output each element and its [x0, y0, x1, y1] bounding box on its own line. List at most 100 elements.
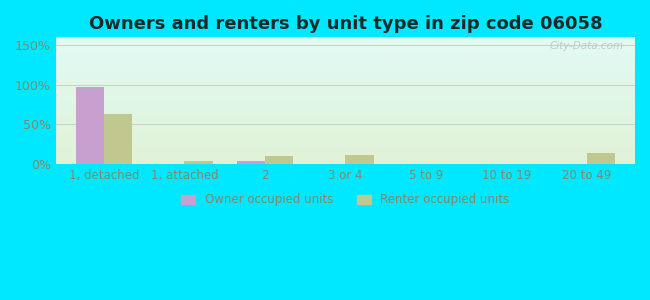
Bar: [56, 43, 635, 44]
Bar: [587, 153, 615, 164]
Bar: [56, 144, 635, 145]
Bar: [56, 85, 635, 86]
Bar: [56, 62, 635, 63]
Bar: [56, 93, 635, 94]
Bar: [56, 162, 635, 163]
Bar: [56, 90, 635, 91]
Bar: [56, 79, 635, 80]
Bar: [56, 134, 635, 135]
Bar: [56, 108, 635, 109]
Bar: [56, 135, 635, 136]
Bar: [56, 53, 635, 54]
Bar: [56, 84, 635, 85]
Bar: [56, 76, 635, 77]
Bar: [56, 49, 635, 50]
Bar: [56, 37, 635, 38]
Bar: [237, 161, 265, 164]
Bar: [56, 94, 635, 95]
Bar: [56, 92, 635, 93]
Bar: [56, 112, 635, 113]
Bar: [56, 96, 635, 97]
Bar: [56, 148, 635, 149]
Bar: [56, 113, 635, 114]
Bar: [56, 51, 635, 52]
Bar: [56, 111, 635, 112]
Bar: [56, 41, 635, 42]
Bar: [56, 77, 635, 78]
Bar: [56, 70, 635, 71]
Bar: [56, 40, 635, 41]
Bar: [56, 74, 635, 75]
Bar: [56, 64, 635, 65]
Bar: [56, 59, 635, 60]
Bar: [56, 147, 635, 148]
Bar: [56, 46, 635, 47]
Bar: [56, 75, 635, 76]
Bar: [56, 39, 635, 40]
Bar: [56, 45, 635, 46]
Bar: [56, 95, 635, 96]
Bar: [56, 86, 635, 87]
Bar: [56, 71, 635, 72]
Bar: [56, 150, 635, 151]
Bar: [56, 129, 635, 130]
Bar: [56, 117, 635, 118]
Bar: [56, 52, 635, 53]
Legend: Owner occupied units, Renter occupied units: Owner occupied units, Renter occupied un…: [177, 189, 514, 211]
Bar: [56, 126, 635, 127]
Bar: [56, 44, 635, 45]
Bar: [56, 142, 635, 143]
Bar: [56, 72, 635, 73]
Bar: [56, 50, 635, 51]
Bar: [56, 68, 635, 69]
Bar: [56, 56, 635, 57]
Bar: [56, 78, 635, 79]
Bar: [56, 65, 635, 66]
Bar: [56, 82, 635, 83]
Bar: [56, 149, 635, 150]
Bar: [56, 128, 635, 129]
Bar: [56, 120, 635, 121]
Bar: [345, 155, 374, 164]
Bar: [56, 54, 635, 55]
Bar: [56, 130, 635, 131]
Bar: [265, 156, 293, 164]
Bar: [56, 116, 635, 117]
Bar: [56, 47, 635, 48]
Bar: [56, 103, 635, 104]
Bar: [56, 97, 635, 98]
Bar: [56, 118, 635, 119]
Bar: [104, 114, 132, 164]
Bar: [56, 105, 635, 106]
Title: Owners and renters by unit type in zip code 06058: Owners and renters by unit type in zip c…: [88, 15, 602, 33]
Bar: [56, 66, 635, 67]
Bar: [56, 141, 635, 142]
Bar: [56, 83, 635, 84]
Bar: [56, 131, 635, 132]
Bar: [56, 160, 635, 161]
Bar: [56, 57, 635, 58]
Bar: [56, 163, 635, 164]
Bar: [56, 88, 635, 89]
Bar: [56, 136, 635, 137]
Bar: [56, 155, 635, 156]
Bar: [56, 123, 635, 124]
Bar: [56, 121, 635, 122]
Bar: [56, 107, 635, 108]
Bar: [56, 156, 635, 157]
Bar: [56, 157, 635, 158]
Bar: [56, 102, 635, 103]
Bar: [56, 106, 635, 107]
Bar: [56, 91, 635, 92]
Bar: [56, 159, 635, 160]
Bar: [56, 42, 635, 43]
Text: City-Data.com: City-Data.com: [549, 41, 623, 51]
Bar: [56, 122, 635, 123]
Bar: [56, 138, 635, 139]
Bar: [56, 110, 635, 111]
Bar: [56, 67, 635, 68]
Bar: [56, 98, 635, 99]
Bar: [56, 127, 635, 128]
Bar: [56, 161, 635, 162]
Bar: [56, 89, 635, 90]
